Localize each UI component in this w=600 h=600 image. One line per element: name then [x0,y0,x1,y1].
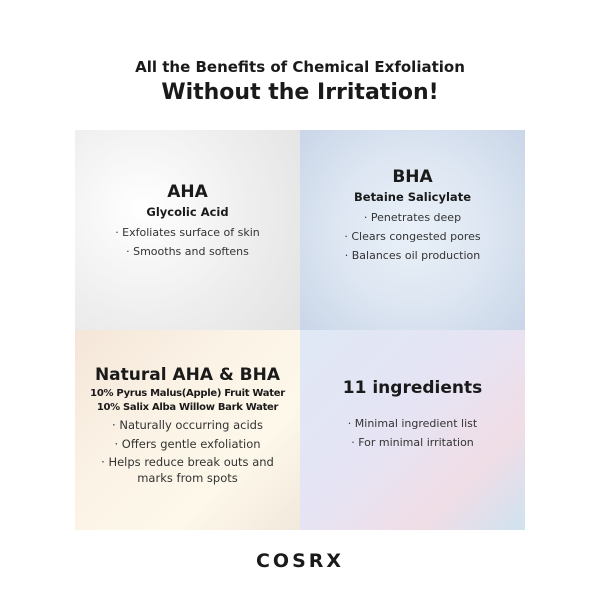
brand-logo: COSRX [255,550,345,572]
headline-line2: Without the Irritation! [161,80,439,105]
panel-aha: AHA Glycolic Acid · Exfoliates surface o… [75,130,300,330]
bullet: · Smooths and softens [126,244,249,258]
benefits-grid: AHA Glycolic Acid · Exfoliates surface o… [75,130,525,530]
panel-subtitle: 10% Salix Alba Willow Bark Water [96,401,279,413]
bullet: · Balances oil production [344,249,481,262]
panel-title: Natural AHA & BHA [94,364,281,385]
panel-natural-aha-bha: Natural AHA & BHA 10% Pyrus Malus(Apple)… [75,330,300,530]
bullet: · Penetrates deep [363,211,462,224]
bullet: · For minimal irritation [351,436,474,449]
bullet: · Naturally occurring acids [112,417,263,432]
bullet: · Minimal ingredient list [347,417,478,430]
bullet: · Exfoliates surface of skin [115,225,260,239]
panel-bha: BHA Betaine Salicylate · Penetrates deep… [300,130,525,330]
panel-title: 11 ingredients [342,378,483,398]
headline-line1: All the Benefits of Chemical Exfoliation [135,58,465,76]
panel-title: AHA [167,181,208,202]
panel-subtitle: 10% Pyrus Malus(Apple) Fruit Water [90,387,285,399]
bullet: · Offers gentle exfoliation [114,436,261,451]
bullet: · Clears congested pores [344,230,481,243]
bullet: · Helps reduce break outs and marks from… [101,454,274,485]
panel-11-ingredients: 11 ingredients · Minimal ingredient list… [300,330,525,530]
panel-title: BHA [392,167,433,187]
panel-subtitle: Betaine Salicylate [354,190,471,204]
panel-subtitle: Glycolic Acid [146,204,229,219]
